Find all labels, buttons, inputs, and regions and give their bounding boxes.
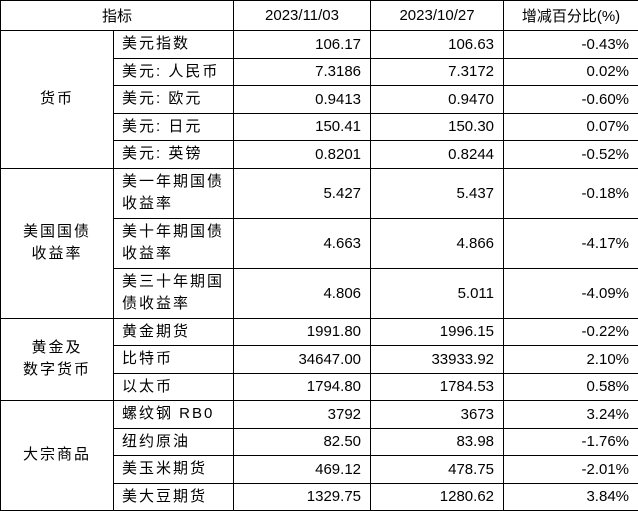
value-current: 0.9413 <box>234 86 371 114</box>
value-previous: 0.8244 <box>371 141 504 169</box>
value-current: 469.12 <box>234 456 371 484</box>
indicator-name: 黄金期货 <box>114 318 234 346</box>
value-current: 1991.80 <box>234 318 371 346</box>
value-change-pct: 0.02% <box>504 58 638 86</box>
value-previous: 1996.15 <box>371 318 504 346</box>
value-previous: 83.98 <box>371 428 504 456</box>
indicator-name: 美元: 日元 <box>114 113 234 141</box>
indicator-name: 美三十年期国 债收益率 <box>114 268 234 318</box>
table-row: 货币 美元指数 106.17 106.63 -0.43% <box>1 31 638 59</box>
category-currency: 货币 <box>1 31 114 169</box>
value-change-pct: 2.10% <box>504 346 638 374</box>
value-change-pct: 0.58% <box>504 373 638 401</box>
table-header-row: 指标 2023/11/03 2023/10/27 增减百分比(%) <box>1 1 638 31</box>
value-current: 7.3186 <box>234 58 371 86</box>
indicator-name: 美一年期国债 收益率 <box>114 168 234 218</box>
header-indicator: 指标 <box>1 1 234 31</box>
value-change-pct: -0.18% <box>504 168 638 218</box>
value-change-pct: 0.07% <box>504 113 638 141</box>
value-change-pct: -0.43% <box>504 31 638 59</box>
value-current: 106.17 <box>234 31 371 59</box>
category-gold-digital: 黄金及 数字货币 <box>1 318 114 401</box>
value-change-pct: -4.09% <box>504 268 638 318</box>
value-current: 5.427 <box>234 168 371 218</box>
value-change-pct: 3.84% <box>504 483 638 511</box>
header-date-2: 2023/10/27 <box>371 1 504 31</box>
value-previous: 0.9470 <box>371 86 504 114</box>
value-previous: 4.866 <box>371 218 504 268</box>
value-change-pct: -0.60% <box>504 86 638 114</box>
indicator-name: 美元指数 <box>114 31 234 59</box>
value-previous: 5.011 <box>371 268 504 318</box>
value-current: 1794.80 <box>234 373 371 401</box>
value-previous: 106.63 <box>371 31 504 59</box>
value-previous: 33933.92 <box>371 346 504 374</box>
indicator-name: 以太币 <box>114 373 234 401</box>
value-previous: 478.75 <box>371 456 504 484</box>
indicator-name: 美玉米期货 <box>114 456 234 484</box>
value-previous: 1280.62 <box>371 483 504 511</box>
value-current: 34647.00 <box>234 346 371 374</box>
indicator-name: 美十年期国债 收益率 <box>114 218 234 268</box>
category-treasury-yields: 美国国债 收益率 <box>1 168 114 318</box>
value-previous: 3673 <box>371 401 504 429</box>
value-change-pct: -0.52% <box>504 141 638 169</box>
value-current: 82.50 <box>234 428 371 456</box>
value-previous: 7.3172 <box>371 58 504 86</box>
value-current: 4.663 <box>234 218 371 268</box>
value-current: 1329.75 <box>234 483 371 511</box>
value-current: 150.41 <box>234 113 371 141</box>
header-pct: 增减百分比(%) <box>504 1 638 31</box>
value-change-pct: -0.22% <box>504 318 638 346</box>
value-current: 0.8201 <box>234 141 371 169</box>
category-commodities: 大宗商品 <box>1 401 114 511</box>
indicator-name: 美元: 欧元 <box>114 86 234 114</box>
indicator-name: 美元: 英镑 <box>114 141 234 169</box>
value-previous: 1784.53 <box>371 373 504 401</box>
value-change-pct: -2.01% <box>504 456 638 484</box>
header-date-1: 2023/11/03 <box>234 1 371 31</box>
value-current: 3792 <box>234 401 371 429</box>
table-row: 大宗商品 螺纹钢 RB0 3792 3673 3.24% <box>1 401 638 429</box>
indicator-name: 螺纹钢 RB0 <box>114 401 234 429</box>
value-change-pct: 3.24% <box>504 401 638 429</box>
indicator-name: 美大豆期货 <box>114 483 234 511</box>
table-row: 黄金及 数字货币 黄金期货 1991.80 1996.15 -0.22% <box>1 318 638 346</box>
indicator-name: 纽约原油 <box>114 428 234 456</box>
table-row: 美国国债 收益率 美一年期国债 收益率 5.427 5.437 -0.18% <box>1 168 638 218</box>
value-change-pct: -4.17% <box>504 218 638 268</box>
value-change-pct: -1.76% <box>504 428 638 456</box>
value-current: 4.806 <box>234 268 371 318</box>
indicator-name: 美元: 人民币 <box>114 58 234 86</box>
value-previous: 150.30 <box>371 113 504 141</box>
value-previous: 5.437 <box>371 168 504 218</box>
indicator-name: 比特币 <box>114 346 234 374</box>
